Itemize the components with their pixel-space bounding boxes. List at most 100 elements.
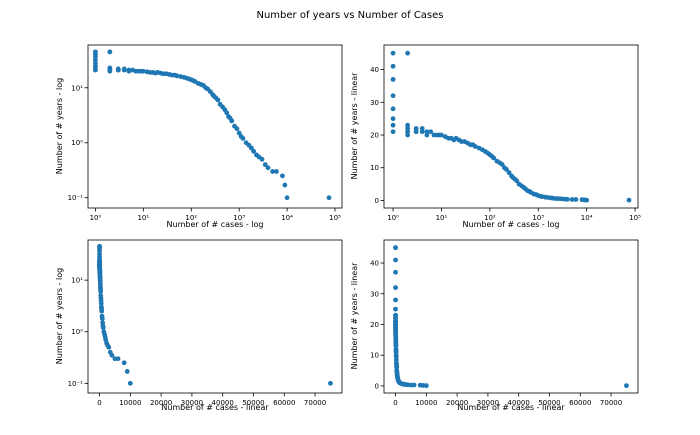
- x-tick-label: 10000: [415, 399, 437, 407]
- data-point: [390, 93, 396, 99]
- data-point: [626, 197, 632, 203]
- data-point: [224, 110, 230, 116]
- panel-bottom-right: 0 10000 20000 30000 40000 50000 60000 70000 0 10 2…: [350, 239, 639, 412]
- data-point: [229, 118, 235, 124]
- y-tick-label: 10⁰: [71, 139, 83, 147]
- axes-frame: [383, 239, 639, 394]
- data-point: [439, 132, 444, 138]
- data-point: [390, 76, 396, 82]
- data-point: [424, 132, 430, 138]
- data-point: [115, 356, 121, 362]
- y-tick-label: 20: [370, 132, 379, 140]
- data-point: [126, 68, 132, 74]
- data-point: [106, 344, 112, 350]
- y-tick-label: 10⁰: [71, 328, 83, 336]
- y-tick-label: 20: [370, 321, 379, 329]
- data-point: [127, 380, 133, 386]
- x-tick-label: 10⁵: [629, 214, 641, 222]
- x-tick-label: 10³: [532, 214, 544, 222]
- x-axis-label: Number of # cases - linear: [457, 403, 565, 412]
- x-axis-label: Number of # cases - linear: [161, 403, 269, 412]
- y-axis-label: Number of # years - log: [55, 268, 64, 364]
- data-point: [99, 316, 105, 321]
- y-tick-label: 30: [370, 99, 379, 107]
- data-point: [121, 66, 127, 72]
- x-tick-label: 10⁴: [581, 214, 593, 222]
- data-point: [390, 63, 396, 69]
- x-tick-label: 20000: [150, 399, 172, 407]
- x-tick-label: 20000: [446, 399, 468, 407]
- data-point: [265, 165, 271, 171]
- data-point: [390, 106, 396, 112]
- data-point: [413, 129, 419, 135]
- data-point: [584, 197, 590, 203]
- x-tick-label: 50000: [538, 399, 560, 407]
- data-point: [569, 197, 575, 202]
- x-tick-label: 10³: [233, 214, 245, 222]
- data-point: [98, 289, 104, 294]
- x-tick-label: 40000: [508, 399, 530, 407]
- data-point: [423, 383, 429, 389]
- data-point: [393, 285, 398, 291]
- x-tick-label: 60000: [273, 399, 295, 407]
- x-tick-label: 30000: [181, 399, 203, 407]
- data-point: [262, 162, 268, 168]
- data-point: [411, 382, 417, 388]
- data-point: [393, 306, 398, 312]
- x-tick-label: 10⁰: [387, 214, 399, 222]
- data-point: [259, 156, 265, 162]
- y-tick-label: 0: [375, 197, 379, 205]
- data-point: [274, 169, 279, 174]
- data-point: [326, 195, 332, 201]
- data-point: [97, 244, 102, 249]
- x-tick-label: 10⁴: [281, 214, 293, 222]
- data-point: [121, 360, 127, 366]
- axes-frame: [87, 44, 343, 209]
- panel-bottom-left: 0 10000 20000 30000 40000 50000 60000 70000 10⁻¹…: [55, 239, 343, 412]
- data-point: [174, 73, 180, 79]
- x-tick-label: 50000: [242, 399, 264, 407]
- y-tick-label: 10: [370, 164, 379, 172]
- data-point: [107, 68, 113, 74]
- y-tick-label: 10⁻¹: [68, 194, 84, 202]
- data-point: [504, 166, 509, 172]
- y-tick-label: 30: [370, 290, 379, 298]
- y-tick-label: 10¹: [71, 84, 83, 92]
- axes-frame: [383, 44, 639, 209]
- data-point: [491, 155, 497, 161]
- x-tick-label: 60000: [569, 399, 591, 407]
- data-point: [234, 126, 240, 132]
- data-point: [280, 173, 285, 179]
- data-point: [573, 197, 579, 202]
- y-tick-label: 40: [370, 260, 379, 268]
- data-point: [393, 297, 398, 303]
- data-point: [270, 169, 276, 174]
- data-point: [393, 269, 398, 275]
- data-point: [390, 122, 396, 128]
- data-point: [428, 129, 434, 135]
- data-point: [624, 383, 629, 389]
- data-point: [405, 132, 411, 138]
- data-point: [419, 126, 425, 131]
- x-axis-label: Number of # cases - log: [463, 220, 560, 229]
- data-point: [98, 301, 104, 307]
- data-point: [93, 54, 98, 59]
- data-point: [109, 352, 115, 358]
- x-tick-label: 0: [97, 399, 101, 407]
- panel-top-right: 10⁰ 10¹ 10² 10³ 10⁴ 10⁵ 0 10 20 30 40 Number of # …: [350, 44, 641, 229]
- data-point: [124, 369, 130, 374]
- x-tick-label: 0: [393, 399, 397, 407]
- x-tick-label: 30000: [477, 399, 499, 407]
- x-axis-label: Number of # cases - log: [167, 220, 264, 229]
- data-point: [115, 67, 121, 73]
- x-tick-label: 10¹: [436, 214, 448, 222]
- x-tick-label: 10²: [185, 214, 197, 222]
- x-tick-label: 70000: [600, 399, 622, 407]
- y-tick-label: 10: [370, 352, 379, 360]
- x-tick-label: 10⁰: [90, 214, 102, 222]
- data-point: [405, 50, 411, 56]
- y-tick-label: 0: [375, 382, 379, 390]
- data-point: [390, 129, 396, 135]
